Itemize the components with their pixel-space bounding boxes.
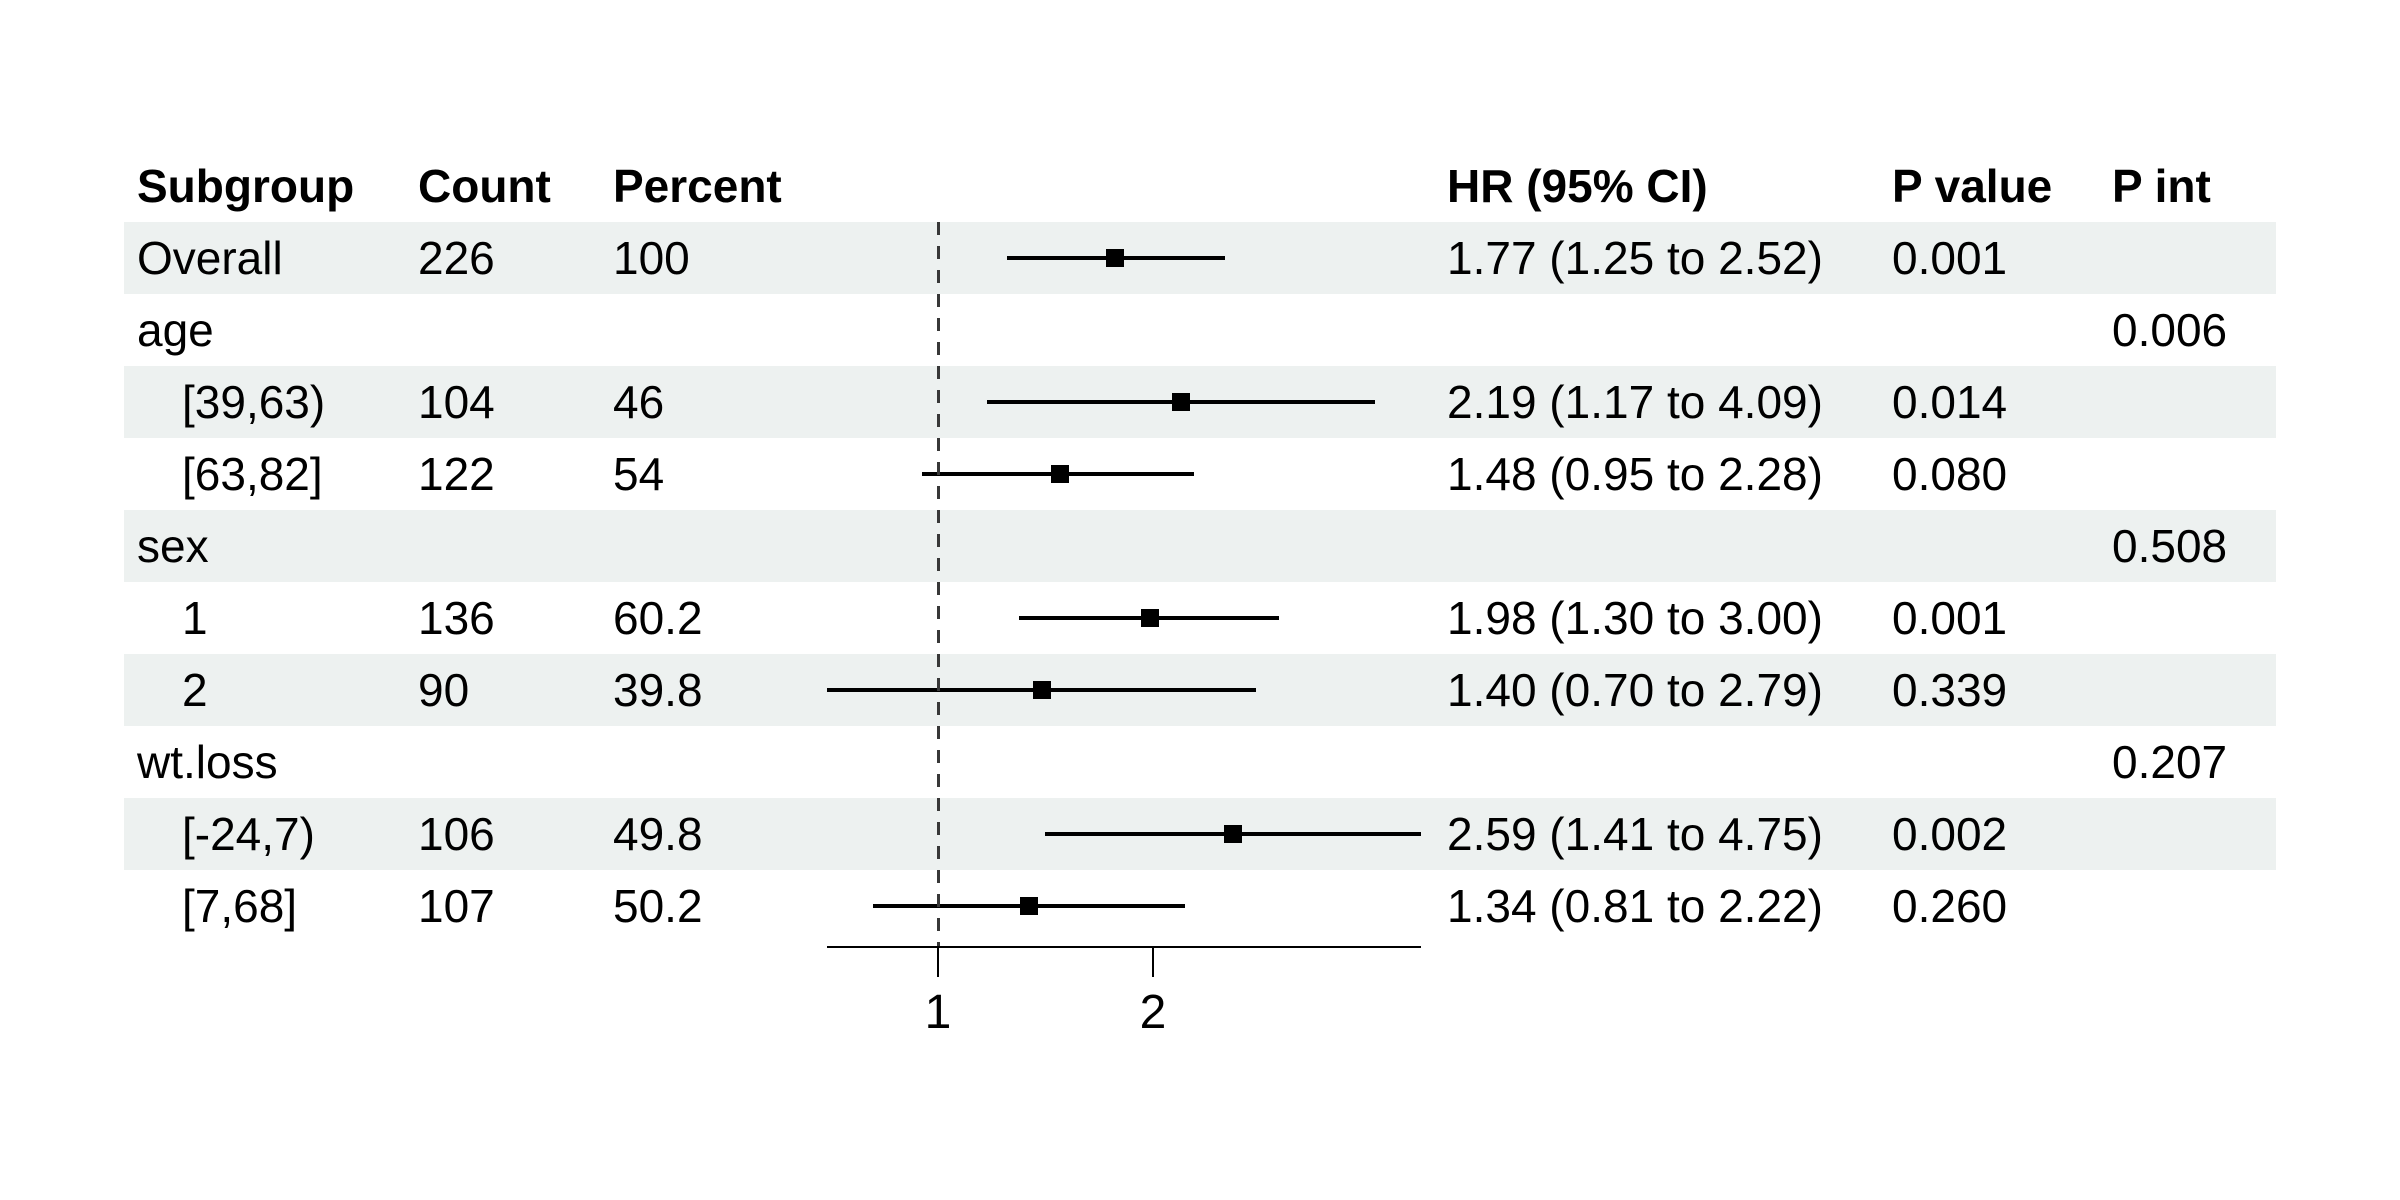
table-row bbox=[124, 294, 2276, 366]
cell-count: 106 bbox=[418, 808, 495, 860]
x-axis-tick-label: 1 bbox=[924, 986, 952, 1039]
hr-marker bbox=[1019, 897, 1038, 915]
cell-subgroup: [7,68] bbox=[182, 880, 298, 932]
cell-hr-ci: 2.19 (1.17 to 4.09) bbox=[1447, 376, 1823, 428]
cell-subgroup: 2 bbox=[182, 664, 208, 716]
hr-marker bbox=[1172, 393, 1191, 411]
cell-subgroup: [-24,7) bbox=[182, 808, 315, 860]
cell-hr-ci: 1.34 (0.81 to 2.22) bbox=[1447, 880, 1823, 932]
cell-subgroup: [39,63) bbox=[182, 376, 326, 428]
cell-count: 122 bbox=[418, 448, 495, 500]
x-axis-tick bbox=[937, 947, 939, 977]
header-subgroup: Subgroup bbox=[137, 160, 355, 212]
cell-hr-ci: 1.98 (1.30 to 3.00) bbox=[1447, 592, 1823, 644]
cell-percent: 49.8 bbox=[613, 808, 703, 860]
cell-count: 226 bbox=[418, 232, 495, 284]
x-axis-tick bbox=[1152, 947, 1154, 977]
header-p-value: P value bbox=[1892, 160, 2053, 212]
cell-p-int: 0.207 bbox=[2112, 736, 2228, 788]
cell-percent: 39.8 bbox=[613, 664, 703, 716]
cell-p-int: 0.006 bbox=[2112, 304, 2228, 356]
table-row bbox=[124, 726, 2276, 798]
cell-p-int: 0.508 bbox=[2112, 520, 2228, 572]
header-hr-ci: HR (95% CI) bbox=[1447, 160, 1708, 212]
cell-count: 136 bbox=[418, 592, 495, 644]
hr-marker bbox=[1033, 681, 1052, 699]
cell-hr-ci: 2.59 (1.41 to 4.75) bbox=[1447, 808, 1823, 860]
cell-p-value: 0.002 bbox=[1892, 808, 2008, 860]
cell-percent: 46 bbox=[613, 376, 665, 428]
table-row bbox=[124, 510, 2276, 582]
cell-hr-ci: 1.40 (0.70 to 2.79) bbox=[1447, 664, 1823, 716]
cell-subgroup: Overall bbox=[137, 232, 283, 284]
hr-marker bbox=[1050, 465, 1069, 483]
x-axis-line bbox=[827, 946, 1422, 948]
cell-hr-ci: 1.77 (1.25 to 2.52) bbox=[1447, 232, 1823, 284]
cell-p-value: 0.260 bbox=[1892, 880, 2008, 932]
cell-p-value: 0.001 bbox=[1892, 592, 2008, 644]
cell-count: 104 bbox=[418, 376, 495, 428]
cell-p-value: 0.339 bbox=[1892, 664, 2008, 716]
cell-subgroup: age bbox=[137, 304, 214, 356]
cell-subgroup: [63,82] bbox=[182, 448, 323, 500]
header-count: Count bbox=[418, 160, 551, 212]
cell-percent: 54 bbox=[613, 448, 665, 500]
cell-subgroup: sex bbox=[137, 520, 209, 572]
cell-subgroup: wt.loss bbox=[137, 736, 278, 788]
cell-percent: 50.2 bbox=[613, 880, 703, 932]
x-axis-tick-label: 2 bbox=[1139, 986, 1167, 1039]
cell-count: 107 bbox=[418, 880, 495, 932]
hr-marker bbox=[1140, 609, 1159, 627]
cell-hr-ci: 1.48 (0.95 to 2.28) bbox=[1447, 448, 1823, 500]
cell-percent: 100 bbox=[613, 232, 690, 284]
hr-marker bbox=[1224, 825, 1243, 843]
cell-p-value: 0.080 bbox=[1892, 448, 2008, 500]
cell-percent: 60.2 bbox=[613, 592, 703, 644]
reference-line bbox=[936, 222, 940, 947]
header-percent: Percent bbox=[613, 160, 782, 212]
cell-p-value: 0.014 bbox=[1892, 376, 2008, 428]
hr-marker bbox=[1106, 249, 1125, 267]
cell-subgroup: 1 bbox=[182, 592, 208, 644]
cell-count: 90 bbox=[418, 664, 470, 716]
cell-p-value: 0.001 bbox=[1892, 232, 2008, 284]
header-p-int: P int bbox=[2112, 160, 2211, 212]
